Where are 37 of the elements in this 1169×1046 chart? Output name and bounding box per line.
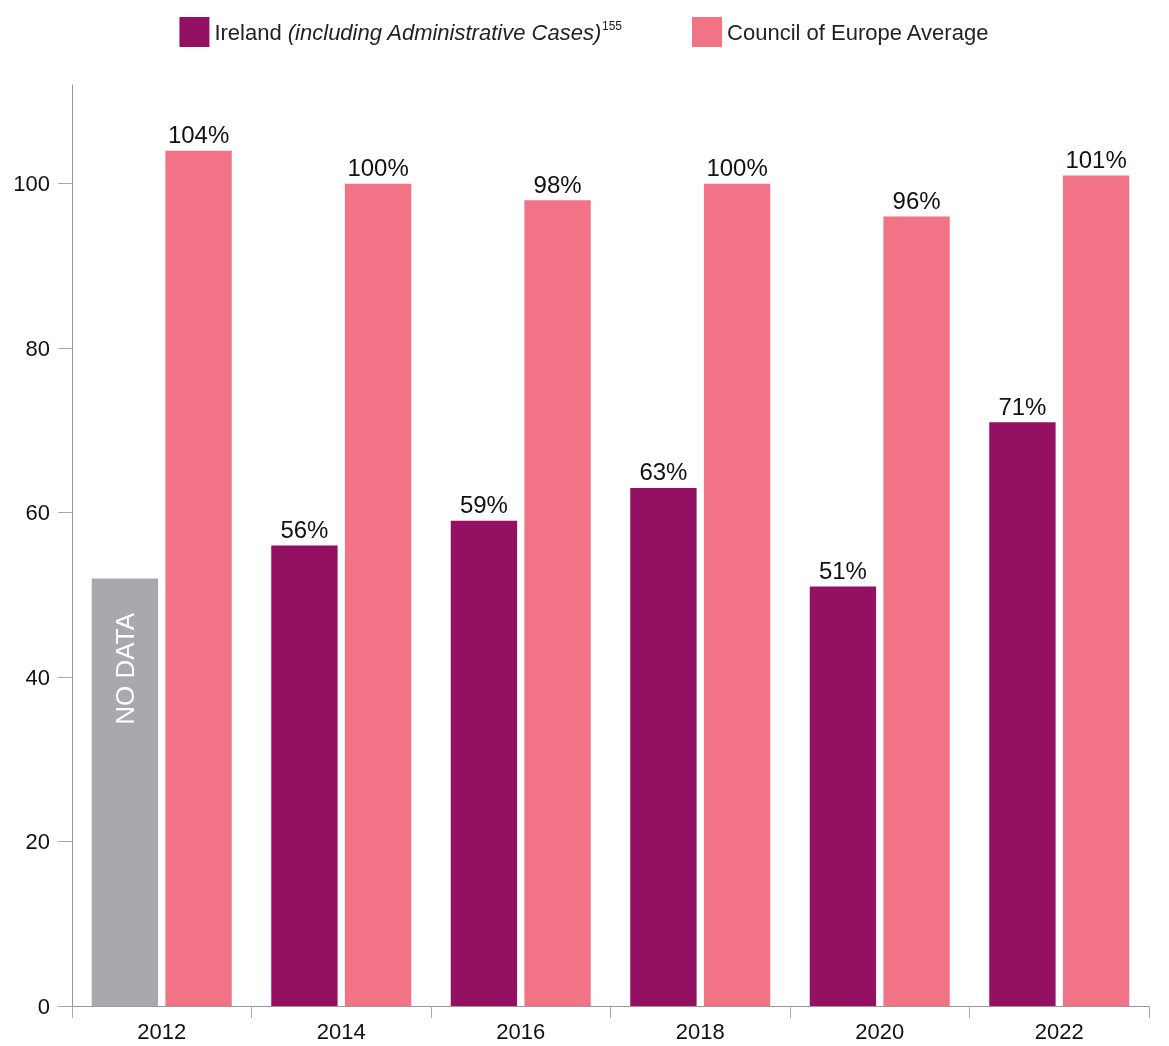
- bar: [524, 200, 591, 1006]
- bar: [271, 545, 338, 1006]
- data-label: 100%: [706, 154, 768, 182]
- y-tick-label: 40: [25, 664, 50, 690]
- bar: [450, 520, 518, 1006]
- x-tick-label: 2020: [855, 1018, 905, 1044]
- data-label: 51%: [818, 557, 867, 585]
- bar: [1062, 175, 1130, 1006]
- bar: [883, 216, 950, 1006]
- data-label: 59%: [459, 491, 508, 519]
- data-label: 96%: [892, 187, 941, 215]
- y-tick-label: 0: [37, 993, 50, 1019]
- data-label: 63%: [639, 458, 688, 486]
- legend-label: Council of Europe Average: [727, 19, 989, 45]
- data-label: 104%: [167, 121, 230, 149]
- y-tick-label: 60: [25, 500, 50, 526]
- y-tick-label: 80: [25, 335, 50, 361]
- x-tick-label: 2014: [316, 1018, 366, 1044]
- x-tick-label: 2012: [137, 1018, 187, 1044]
- y-tick-label: 20: [25, 829, 50, 855]
- y-tick-label: 100: [13, 171, 50, 197]
- bar: [703, 183, 771, 1006]
- data-label: 71%: [998, 392, 1047, 420]
- annotation: NO DATA: [109, 612, 140, 725]
- bar: [989, 422, 1056, 1006]
- x-tick-label: 2016: [496, 1018, 546, 1044]
- bar: [165, 150, 232, 1006]
- bar: [630, 487, 697, 1006]
- x-tick-label: 2018: [675, 1018, 725, 1044]
- x-tick-label: 2022: [1034, 1018, 1084, 1044]
- data-label: 101%: [1065, 145, 1127, 173]
- bar: [91, 578, 159, 1006]
- data-label: 56%: [280, 516, 329, 543]
- bar: [344, 183, 412, 1006]
- data-label: 100%: [347, 154, 409, 182]
- bar: [809, 586, 877, 1006]
- data-label: 98%: [533, 170, 582, 198]
